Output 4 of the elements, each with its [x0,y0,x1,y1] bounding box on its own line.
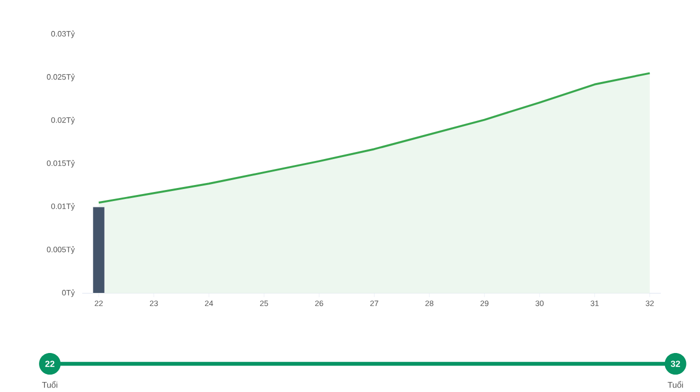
text: 22 [45,360,54,367]
text: Tuổi [42,380,58,388]
text: 32 [670,360,680,367]
text: Tuổi [668,380,683,388]
